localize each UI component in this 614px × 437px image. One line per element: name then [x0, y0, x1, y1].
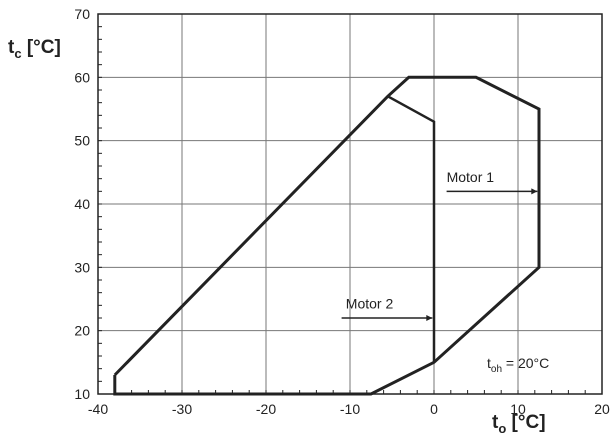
x-tick-label: 0	[430, 401, 438, 417]
x-axis-title-main: t	[492, 412, 499, 433]
x-tick-label: -40	[88, 401, 108, 417]
x-tick-label: -20	[256, 401, 276, 417]
condition-label: toh = 20°C	[487, 355, 549, 375]
series-lines	[113, 75, 541, 396]
annotation-label-motor-2: Motor 2	[346, 296, 394, 312]
x-tick-label: 20	[594, 401, 610, 417]
y-axis-title-sub: c	[14, 46, 21, 61]
annotation-label-motor-1: Motor 1	[447, 169, 495, 185]
y-tick-label: 10	[74, 386, 90, 402]
series-line-motor-1	[113, 75, 541, 396]
x-tick-label: -30	[172, 401, 192, 417]
condition-label-rest: = 20°C	[502, 355, 549, 371]
y-tick-label: 60	[74, 69, 90, 85]
x-axis-title-sub: o	[498, 421, 506, 436]
y-axis-title: tc [°C]	[8, 37, 61, 61]
condition-label-main: t	[487, 355, 491, 371]
x-axis-title: to [°C]	[492, 412, 546, 436]
y-tick-label: 20	[74, 323, 90, 339]
tick-labels: -40 -30 -20 -10 0 10 20 10 20 30 40 50 60 70	[74, 6, 610, 417]
y-axis-title-unit: [°C]	[22, 37, 61, 58]
series-line-motor-2	[387, 95, 436, 363]
x-tick-label: 10	[510, 401, 526, 417]
grid	[97, 13, 603, 395]
condition-label-sub: oh	[491, 364, 502, 375]
y-tick-label: 40	[74, 196, 90, 212]
annotations: Motor 1 Motor 2	[341, 169, 538, 321]
y-axis-title-main: t	[8, 37, 15, 58]
x-axis-title-unit: [°C]	[506, 412, 545, 433]
x-tick-label: -10	[340, 401, 360, 417]
y-tick-label: 30	[74, 259, 90, 275]
y-tick-label: 70	[74, 6, 90, 22]
y-tick-label: 50	[74, 133, 90, 149]
